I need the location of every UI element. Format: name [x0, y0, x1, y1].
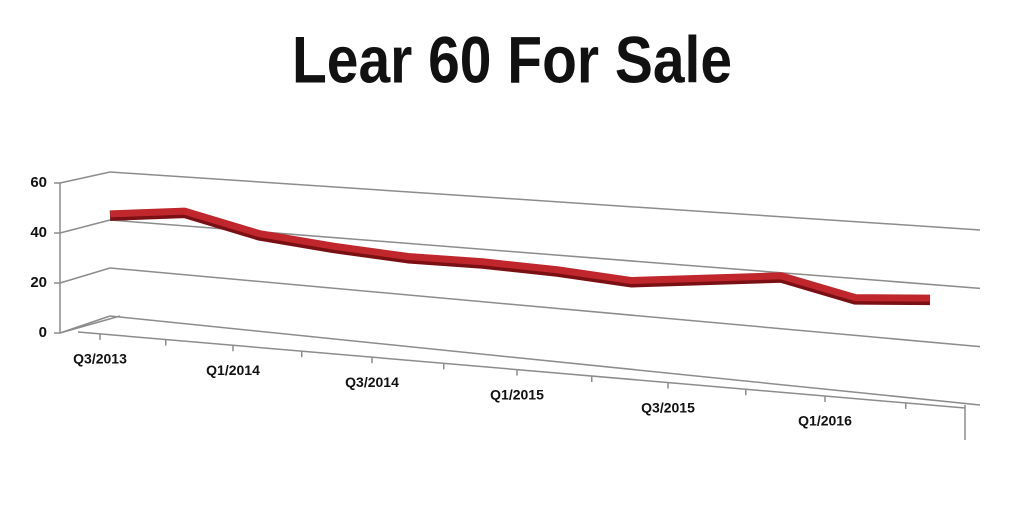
floor-edge	[77, 331, 966, 409]
grid-line	[59, 171, 111, 184]
grid-line	[59, 219, 111, 234]
chart-title: Lear 60 For Sale	[292, 22, 732, 96]
y-tick-label: 0	[39, 324, 47, 341]
grid-line	[109, 267, 981, 348]
x-tick-label: Q3/2015	[641, 399, 695, 415]
grid-line	[59, 315, 111, 334]
x-tick-label: Q3/2014	[345, 374, 399, 390]
x-tick-label: Q1/2014	[206, 362, 260, 378]
y-tick-label: 60	[30, 174, 47, 191]
y-tick-label: 40	[30, 224, 47, 241]
x-tick-label: Q1/2015	[490, 386, 544, 402]
x-tick-label: Q1/2016	[798, 413, 852, 429]
y-tick-label: 20	[30, 274, 47, 291]
x-tick-label: Q3/2013	[73, 351, 127, 367]
grid-line	[59, 267, 111, 284]
grid-line	[109, 171, 981, 231]
line	[109, 207, 931, 302]
grid-line	[109, 315, 981, 406]
